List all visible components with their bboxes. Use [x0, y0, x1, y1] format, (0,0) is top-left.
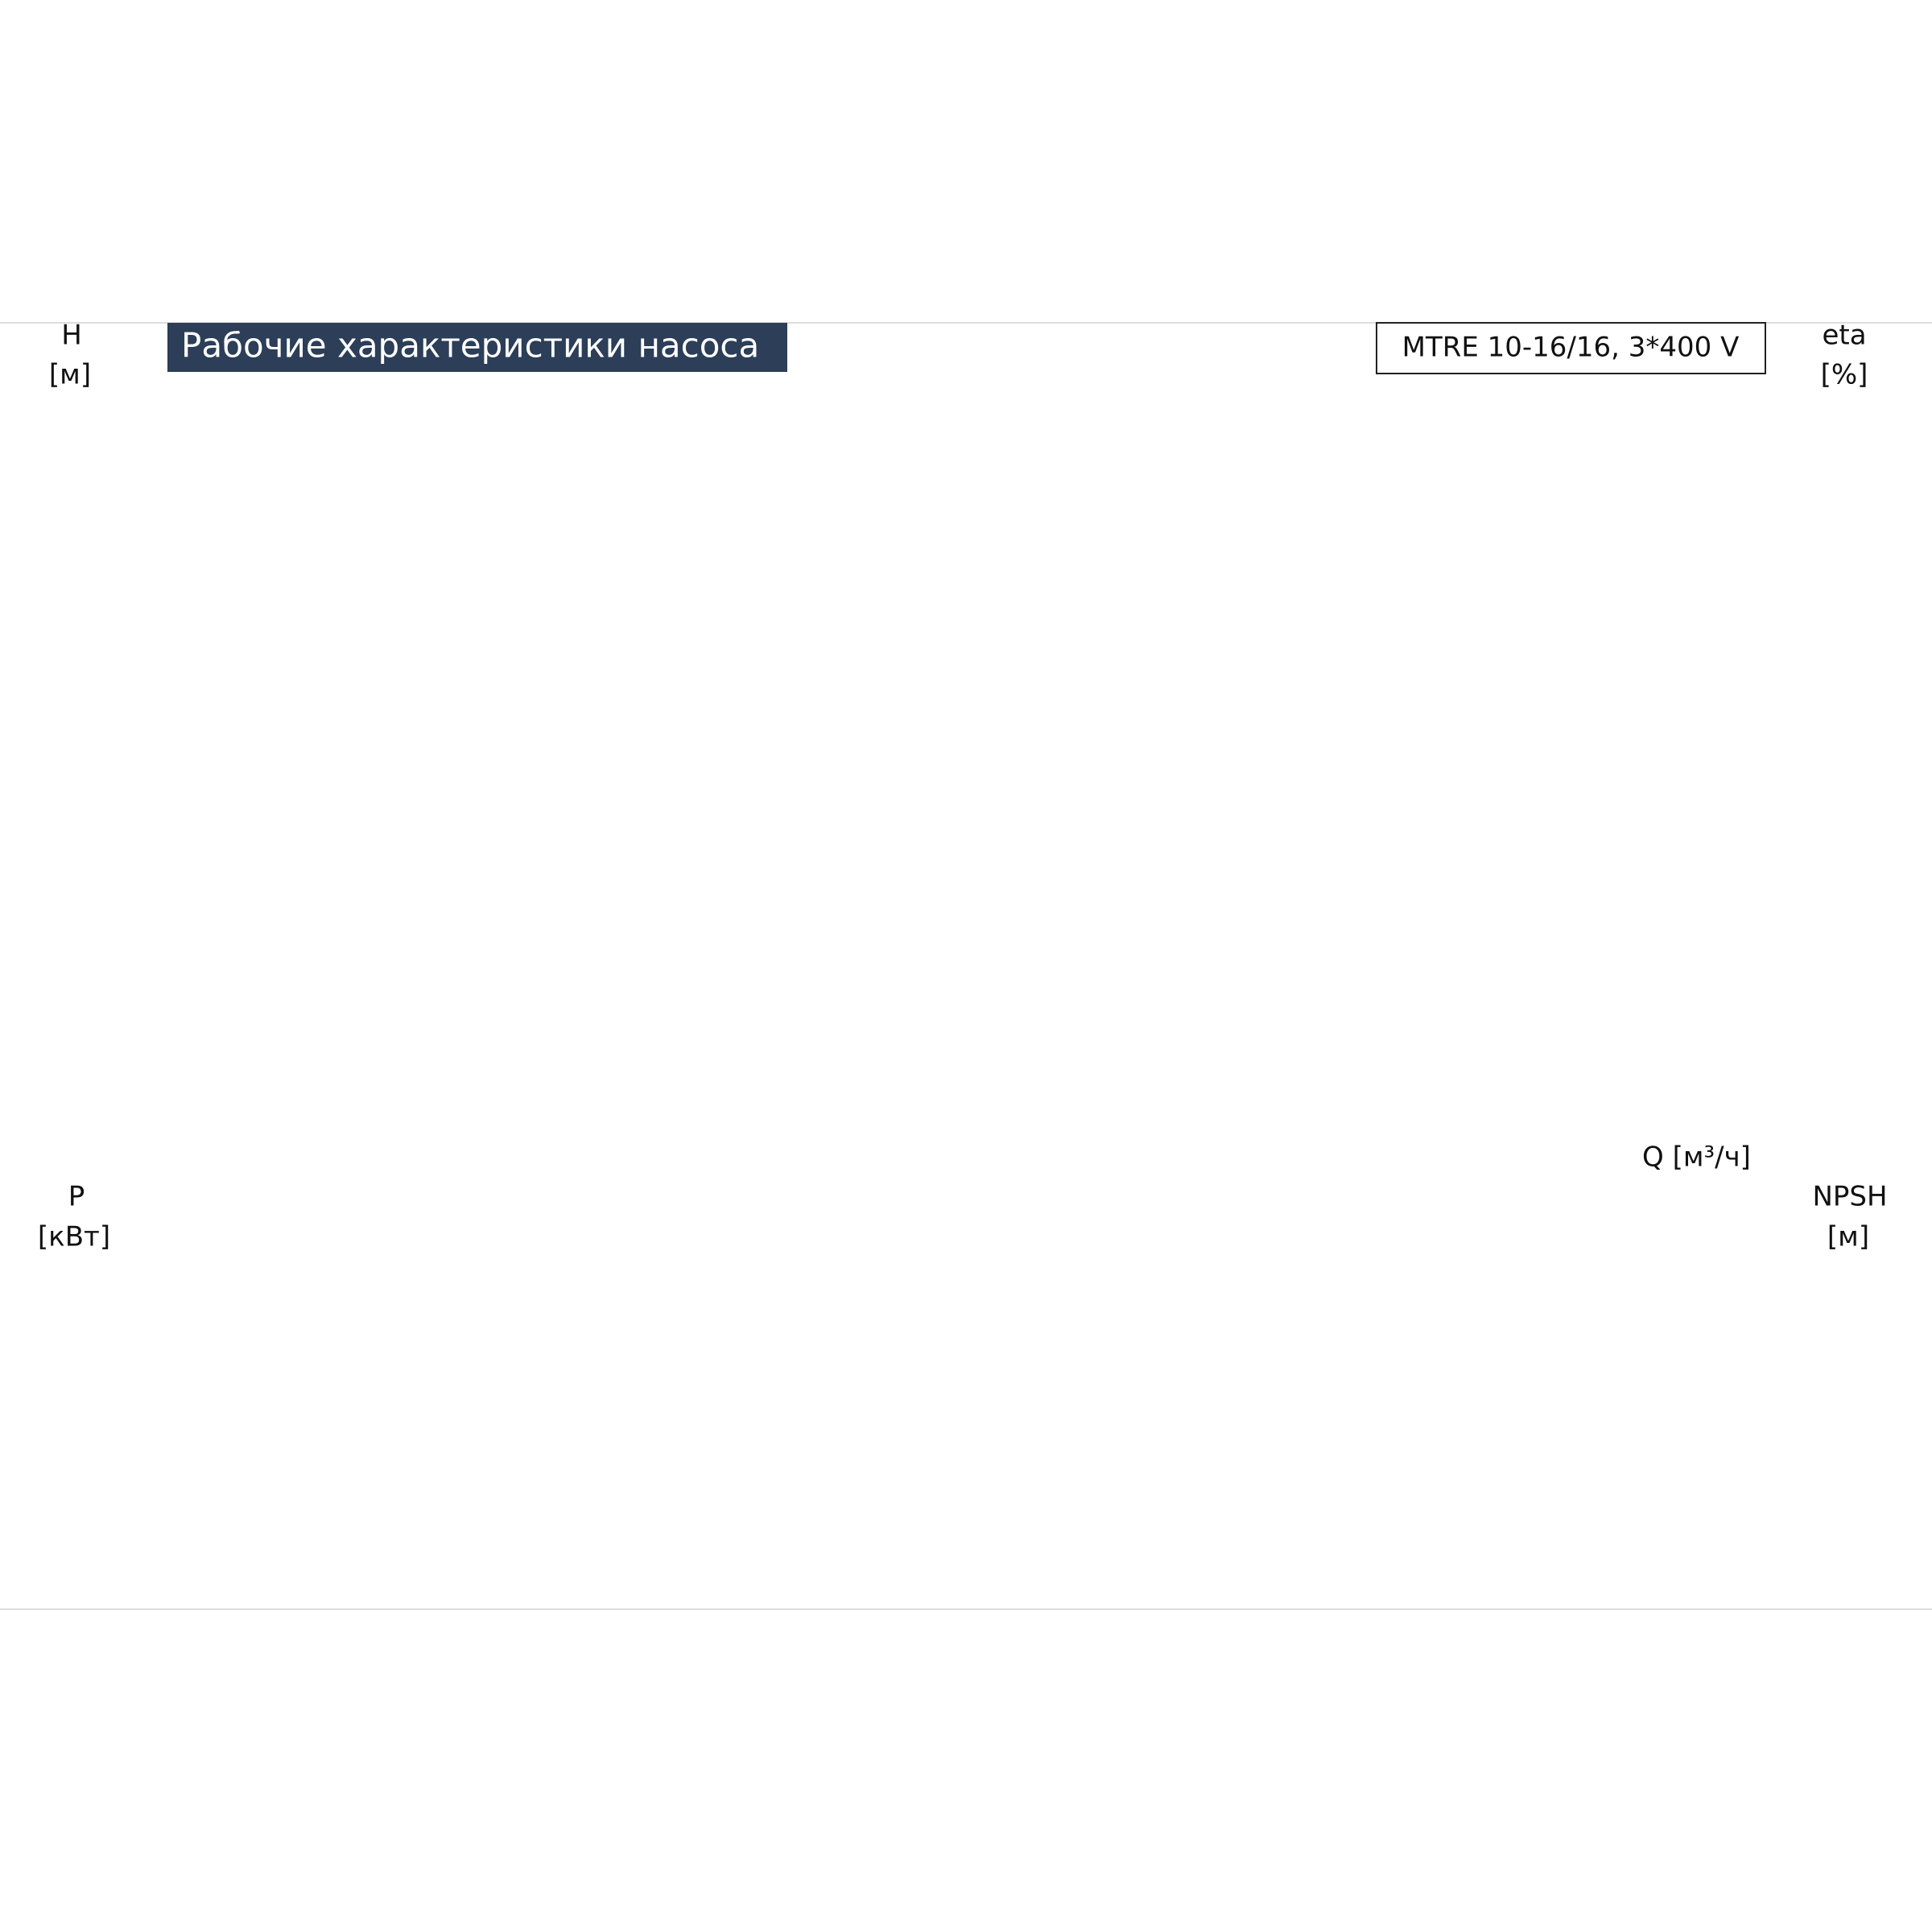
- x-axis-label: Q [м³/ч]: [1642, 1141, 1751, 1174]
- y2-axis-unit: [%]: [1821, 359, 1868, 391]
- y2-axis-label: eta: [1822, 320, 1866, 352]
- y-axis-label: P: [68, 1181, 85, 1213]
- model-box: [1376, 322, 1766, 374]
- y2-axis-label: NPSH: [1812, 1181, 1887, 1213]
- y-axis-unit: [кВт]: [38, 1221, 110, 1253]
- y2-axis-unit: [м]: [1827, 1221, 1869, 1253]
- title-box: [167, 323, 787, 372]
- y-axis-unit: [м]: [49, 359, 91, 391]
- chart-title: Рабочие характеристики насоса: [181, 326, 759, 365]
- y-axis-label: H: [61, 320, 82, 352]
- model-label: MTRE 10-16/16, 3*400 V: [1402, 332, 1740, 364]
